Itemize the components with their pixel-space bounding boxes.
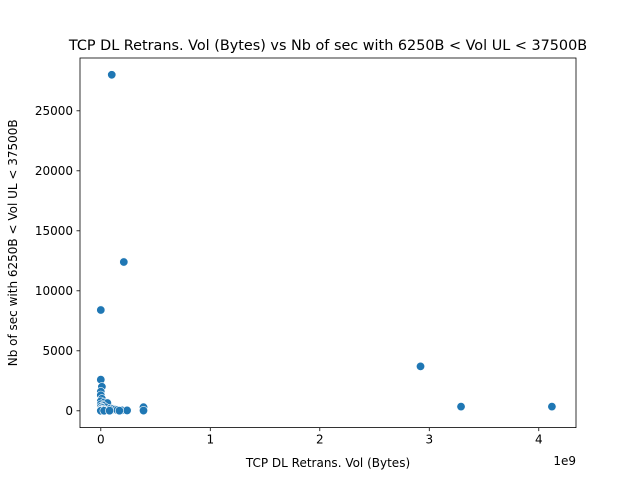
x-tick-label: 4: [535, 433, 543, 447]
x-tick-label: 3: [425, 433, 433, 447]
y-tick-label: 0: [65, 404, 73, 418]
data-point: [416, 361, 426, 371]
chart-title: TCP DL Retrans. Vol (Bytes) vs Nb of sec…: [68, 38, 587, 54]
y-axis-label: Nb of sec with 6250B < Vol UL < 37500B: [6, 119, 20, 366]
y-tick-label: 5000: [42, 344, 73, 358]
y-tick-label: 10000: [35, 284, 73, 298]
data-point: [119, 257, 129, 267]
x-tick-label: 1: [206, 433, 214, 447]
x-axis-label: TCP DL Retrans. Vol (Bytes): [245, 456, 410, 470]
data-point: [114, 406, 124, 416]
data-point: [139, 406, 149, 416]
plot-frame: [79, 57, 577, 429]
x-tick-label: 0: [97, 433, 105, 447]
points-layer: [96, 70, 557, 416]
data-point: [105, 406, 115, 416]
x-axis-offset-label: 1e9: [553, 454, 576, 468]
x-tick-label: 2: [316, 433, 324, 447]
data-point: [456, 402, 466, 412]
data-point: [122, 405, 132, 415]
y-tick-label: 20000: [35, 164, 73, 178]
data-point: [96, 305, 106, 315]
axes-layer: 0 1 2 3 4 0 5000 10000 15000 20000 25000: [35, 104, 543, 447]
data-point: [107, 70, 117, 80]
y-tick-label: 25000: [35, 104, 73, 118]
y-tick-label: 15000: [35, 224, 73, 238]
data-point: [547, 402, 557, 412]
